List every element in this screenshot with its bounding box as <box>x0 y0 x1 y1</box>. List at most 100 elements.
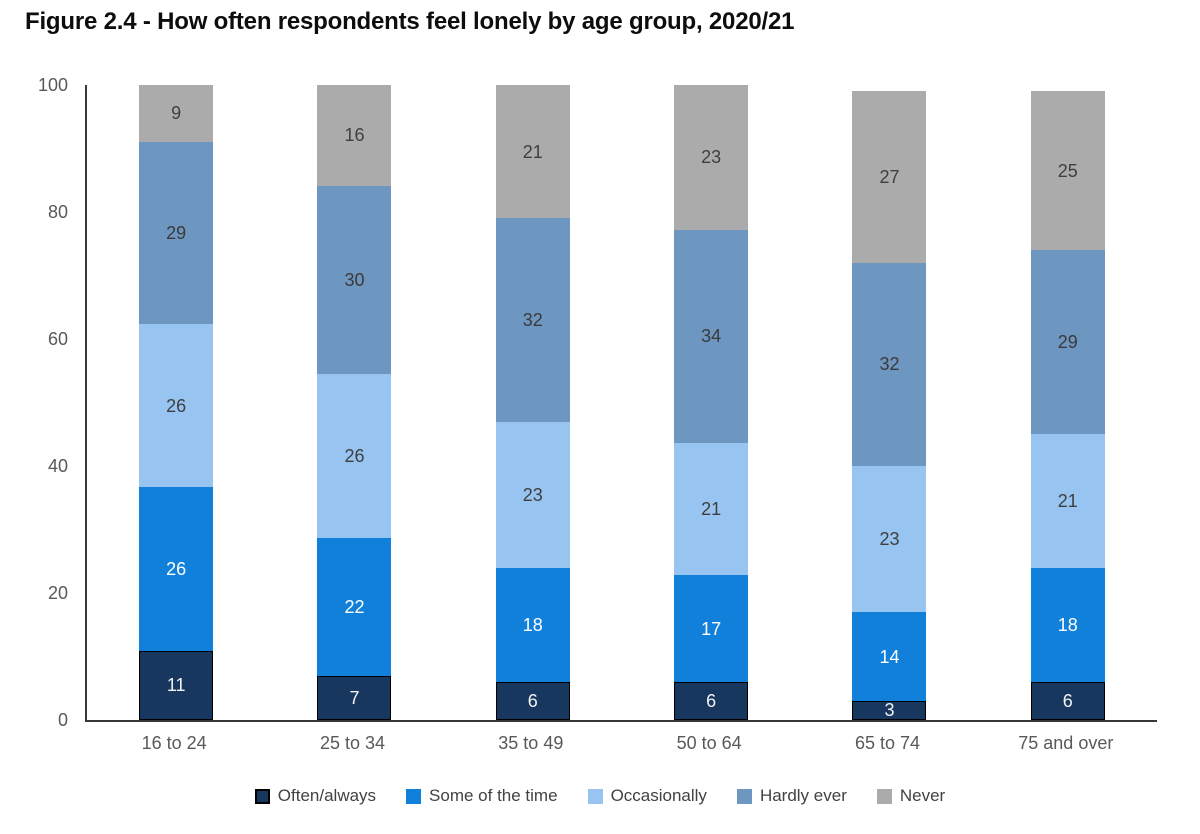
segment-value-label: 23 <box>701 147 722 168</box>
segment-value-label: 25 <box>1057 160 1078 181</box>
bar-segment: 18 <box>495 567 570 682</box>
bar-segment: 7 <box>317 675 392 720</box>
category-label: 75 and over <box>1018 733 1114 753</box>
segment-value-label: 14 <box>879 646 900 667</box>
legend-swatch <box>736 788 752 804</box>
stacked-bar: 6 17 21 34 23 <box>674 84 749 720</box>
category-label: 25 to 34 <box>319 733 386 753</box>
segment-value-label: 21 <box>522 141 543 162</box>
segment-value-label: 23 <box>522 484 543 505</box>
segment-value-label: 26 <box>166 559 187 580</box>
category-label: 50 to 64 <box>676 733 742 753</box>
bar-segment: 21 <box>674 443 749 576</box>
segment-value-label: 18 <box>522 614 543 635</box>
segment-value-label: 16 <box>344 125 365 146</box>
segment-value-label: 3 <box>884 700 895 720</box>
segment-value-label: 6 <box>527 690 538 711</box>
bar-segment: 32 <box>852 262 927 467</box>
y-tick-label: 0 <box>57 710 68 730</box>
bar-segment: 27 <box>852 91 927 263</box>
bar-segment: 21 <box>495 85 570 219</box>
bar-segment: 6 <box>495 681 570 720</box>
segment-value-label: 26 <box>166 395 187 416</box>
legend-item: Never <box>876 786 946 806</box>
segment-value-label: 17 <box>701 618 722 639</box>
y-tick-label: 60 <box>47 329 68 349</box>
bar-segment: 23 <box>852 466 927 613</box>
segment-value-label: 11 <box>166 675 186 696</box>
bar-segment: 16 <box>317 84 392 186</box>
segment-value-label: 34 <box>701 326 722 347</box>
segment-value-label: 32 <box>879 354 900 375</box>
category-label: 65 to 74 <box>854 733 920 753</box>
stacked-bar: 7 22 26 30 16 <box>317 84 392 720</box>
bar-slot: 6 18 21 29 25 <box>979 85 1157 720</box>
y-tick-label: 100 <box>37 75 68 95</box>
segment-value-label: 21 <box>1057 490 1078 511</box>
segment-value-label: 29 <box>1057 332 1078 353</box>
category-label: 35 to 49 <box>498 733 564 753</box>
bar-segment: 26 <box>317 374 392 538</box>
bar-segment: 23 <box>495 421 570 568</box>
y-axis: 0 20 40 60 80 100 <box>0 75 68 730</box>
legend-item: Hardly ever <box>736 786 847 806</box>
segment-value-label: 6 <box>706 691 717 712</box>
legend-label: Occasionally <box>610 786 707 805</box>
legend-swatch <box>254 788 270 804</box>
bar-segment: 21 <box>1030 434 1105 568</box>
legend-label: Some of the time <box>429 786 558 805</box>
segment-value-label: 26 <box>344 445 365 466</box>
bar-segment: 29 <box>139 141 214 324</box>
segment-value-label: 27 <box>879 167 900 188</box>
legend-swatch <box>876 788 892 804</box>
y-tick-label: 80 <box>47 202 68 222</box>
bar-segment: 6 <box>674 682 749 720</box>
stacked-bar: 6 18 23 32 21 <box>495 85 570 720</box>
bar-slot: 6 18 23 32 21 <box>444 85 622 720</box>
legend-item: Occasionally <box>587 786 707 806</box>
legend-swatch <box>406 788 422 804</box>
bar-segment: 11 <box>139 650 214 720</box>
bar-segment: 25 <box>1030 91 1105 251</box>
legend-item: Some of the time <box>406 786 558 806</box>
bar-slot: 6 17 21 34 23 <box>622 84 800 720</box>
y-tick-label: 40 <box>47 456 68 476</box>
stacked-bar: 6 18 21 29 25 <box>1030 85 1105 720</box>
x-axis-labels: 16 to 24 25 to 34 35 to 49 50 to 64 65 to 74… <box>85 733 1155 754</box>
segment-value-label: 21 <box>701 499 722 520</box>
category-label: 16 to 24 <box>141 733 207 753</box>
bar-segment: 32 <box>495 218 570 422</box>
segment-value-label: 23 <box>879 529 900 550</box>
segment-value-label: 18 <box>1057 614 1078 635</box>
segment-value-label: 6 <box>1062 690 1073 711</box>
bar-segment: 29 <box>1030 250 1105 435</box>
bar-segment: 34 <box>674 229 749 444</box>
bar-slot: 11 26 26 29 9 <box>87 84 265 720</box>
bar-segment: 17 <box>674 575 749 683</box>
legend-label: Hardly ever <box>759 786 847 805</box>
segment-value-label: 7 <box>349 687 360 708</box>
y-tick-label: 20 <box>47 583 68 603</box>
bar-segment: 3 <box>852 700 927 720</box>
bar-segment: 9 <box>139 84 214 142</box>
plot-area: 11 26 26 29 9 7 22 26 30 16 6 18 23 32 21 6 17 21 34 23 3 14 2… <box>85 84 1157 722</box>
stacked-bar: 3 14 23 32 27 <box>852 85 927 720</box>
legend-item: Often/always <box>254 786 377 806</box>
legend: Often/always Some of the time Occasionally… <box>0 786 1200 806</box>
legend-label: Often/always <box>277 786 377 805</box>
bar-segment: 26 <box>139 487 214 651</box>
segment-value-label: 32 <box>522 309 543 330</box>
bar-slot: 7 22 26 30 16 <box>265 84 443 720</box>
bar-segment: 14 <box>852 612 927 701</box>
bar-slot: 3 14 23 32 27 <box>800 85 978 720</box>
bar-segment: 22 <box>317 537 392 676</box>
legend-swatch <box>587 788 603 804</box>
segment-value-label: 30 <box>344 269 365 290</box>
legend-label: Never <box>899 786 946 805</box>
segment-value-label: 22 <box>344 596 365 617</box>
stacked-bar: 11 26 26 29 9 <box>139 84 214 720</box>
bar-segment: 23 <box>674 84 749 230</box>
chart-title: Figure 2.4 - How often respondents feel … <box>25 8 795 35</box>
bar-segment: 18 <box>1030 567 1105 682</box>
